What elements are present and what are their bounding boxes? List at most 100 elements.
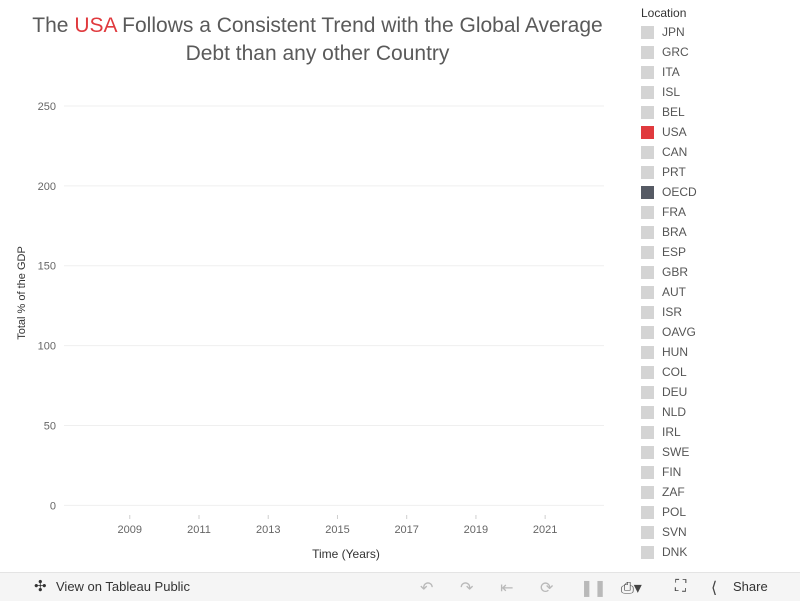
legend-item-svn[interactable]: SVN	[641, 522, 800, 542]
legend-item-bra[interactable]: BRA	[641, 222, 800, 242]
x-tick-label: 2011	[187, 524, 211, 536]
undo-icon[interactable]: ↶	[420, 580, 434, 597]
legend-swatch	[641, 465, 654, 479]
x-tick-label: 2021	[533, 524, 557, 536]
legend-label: ZAF	[662, 485, 685, 499]
toolbar: ✣ View on Tableau Public ↶ ↷ ⇤ ⟳ ❚❚ ⎙▾ ⛶…	[0, 572, 800, 601]
legend-label: BEL	[662, 105, 685, 119]
legend-item-usa[interactable]: USA	[641, 122, 800, 142]
legend-swatch	[641, 285, 654, 299]
legend-item-fin[interactable]: FIN	[641, 462, 800, 482]
title-post: Follows a Consistent Trend with the Glob…	[116, 14, 603, 65]
legend-swatch	[641, 165, 654, 179]
legend-swatch	[641, 305, 654, 319]
legend-item-isl[interactable]: ISL	[641, 82, 800, 102]
legend-item-swe[interactable]: SWE	[641, 442, 800, 462]
legend-item-grc[interactable]: GRC	[641, 42, 800, 62]
legend-label: GBR	[662, 265, 689, 279]
legend-item-deu[interactable]: DEU	[641, 382, 800, 402]
legend-label: OECD	[662, 185, 697, 199]
refresh-icon[interactable]: ⟳	[540, 580, 554, 597]
y-tick-label: 250	[38, 101, 56, 113]
legend-swatch	[641, 85, 654, 99]
legend-swatch	[641, 245, 654, 259]
legend-label: BRA	[662, 225, 687, 239]
legend-label: ESP	[662, 245, 687, 259]
legend: Location JPN GRC ITA ISL BEL USA CAN PRT OECD FRA…	[641, 4, 800, 572]
line-chart: 2009 2011 2013 2015 2017 2019 2021 0 50 100 150 20…	[16, 101, 604, 561]
legend-swatch	[641, 385, 654, 399]
x-tick-label: 2009	[118, 524, 142, 536]
legend-item-zaf[interactable]: ZAF	[641, 482, 800, 502]
legend-label: USA	[662, 125, 687, 139]
legend-label: JPN	[662, 25, 685, 39]
legend-item-nld[interactable]: NLD	[641, 402, 800, 422]
x-tick-label: 2017	[394, 524, 418, 536]
legend-label: OAVG	[662, 325, 696, 339]
legend-swatch	[641, 365, 654, 379]
legend-label: ITA	[662, 65, 680, 79]
legend-label: POL	[662, 505, 687, 519]
legend-title: Location	[641, 6, 687, 20]
y-axis: 0 50 100 150 200 250	[38, 101, 56, 512]
x-tick-label: 2015	[325, 524, 349, 536]
y-tick-label: 150	[38, 261, 56, 273]
legend-swatch	[641, 205, 654, 219]
fullscreen-icon[interactable]: ⛶	[675, 578, 687, 595]
y-tick-label: 0	[50, 500, 56, 512]
revert-icon[interactable]: ⇤	[500, 580, 514, 597]
x-axis-label: Time (Years)	[312, 547, 380, 561]
legend-swatch	[641, 265, 654, 279]
legend-item-esp[interactable]: ESP	[641, 242, 800, 262]
title-highlight: USA	[74, 14, 117, 37]
legend-label: AUT	[662, 285, 686, 299]
legend-swatch	[641, 425, 654, 439]
title-pre: The	[32, 14, 75, 37]
legend-swatch	[641, 45, 654, 59]
legend-swatch	[641, 485, 654, 499]
legend-item-isr[interactable]: ISR	[641, 302, 800, 322]
y-tick-label: 100	[38, 341, 56, 353]
legend-swatch	[641, 65, 654, 79]
pause-icon[interactable]: ❚❚	[580, 580, 607, 597]
legend-label: COL	[662, 365, 687, 379]
legend-label: NLD	[662, 405, 687, 419]
legend-item-aut[interactable]: AUT	[641, 282, 800, 302]
legend-item-dnk[interactable]: DNK	[641, 542, 800, 562]
legend-item-oecd[interactable]: OECD	[641, 182, 800, 202]
legend-swatch	[641, 145, 654, 159]
legend-swatch	[641, 125, 654, 139]
legend-item-oavg[interactable]: OAVG	[641, 322, 800, 342]
view-on-tableau-link[interactable]: View on Tableau Public	[56, 579, 190, 594]
legend-item-gbr[interactable]: GBR	[641, 262, 800, 282]
legend-item-fra[interactable]: FRA	[641, 202, 800, 222]
legend-item-hun[interactable]: HUN	[641, 342, 800, 362]
download-icon[interactable]: ⎙▾	[621, 580, 642, 597]
legend-label: IRL	[662, 425, 681, 439]
legend-item-jpn[interactable]: JPN	[641, 22, 800, 42]
legend-item-prt[interactable]: PRT	[641, 162, 800, 182]
legend-label: GRC	[662, 45, 689, 59]
legend-swatch	[641, 185, 654, 199]
legend-item-ita[interactable]: ITA	[641, 62, 800, 82]
redo-icon[interactable]: ↷	[460, 580, 474, 597]
legend-swatch	[641, 445, 654, 459]
legend-label: DNK	[662, 545, 688, 559]
legend-item-irl[interactable]: IRL	[641, 422, 800, 442]
gridlines	[64, 105, 604, 506]
legend-item-bel[interactable]: BEL	[641, 102, 800, 122]
legend-item-col[interactable]: COL	[641, 362, 800, 382]
legend-swatch	[641, 325, 654, 339]
legend-swatch	[641, 405, 654, 419]
legend-swatch	[641, 545, 654, 559]
share-button[interactable]: Share	[733, 579, 768, 594]
y-axis-label: Total % of the GDP	[16, 246, 28, 340]
legend-label: ISL	[662, 85, 681, 99]
legend-item-pol[interactable]: POL	[641, 502, 800, 522]
legend-swatch	[641, 225, 654, 239]
legend-swatch	[641, 525, 654, 539]
legend-swatch	[641, 505, 654, 519]
legend-item-can[interactable]: CAN	[641, 142, 800, 162]
share-icon[interactable]: ⟨	[711, 580, 718, 597]
legend-label: SVN	[662, 525, 687, 539]
